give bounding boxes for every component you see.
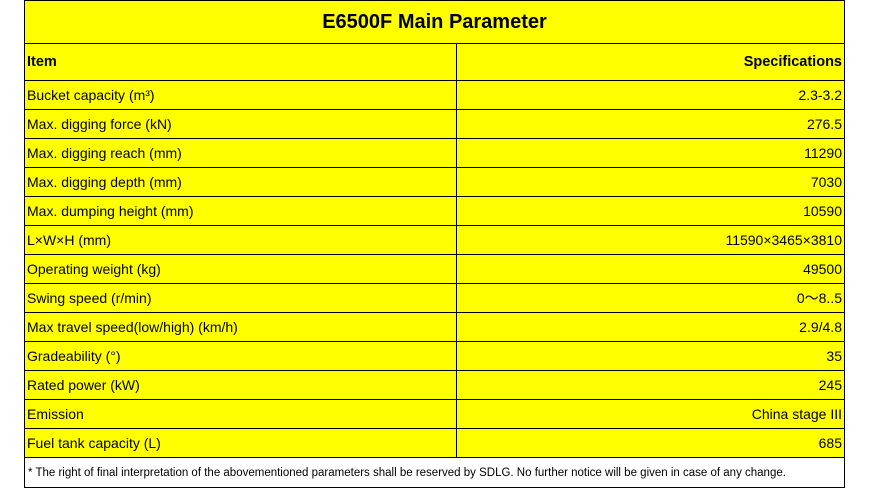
table-row: Rated power (kW) 245 <box>24 370 845 400</box>
table-row: Max. digging reach (mm) 11290 <box>24 138 845 168</box>
table-row: Fuel tank capacity (L) 685 <box>24 428 845 458</box>
value-cell: 245 <box>456 370 845 400</box>
item-cell: Max. digging force (kN) <box>24 109 457 139</box>
value-cell: 685 <box>456 428 845 458</box>
table-title: E6500F Main Parameter <box>24 0 845 44</box>
table-row: Max. digging depth (mm) 7030 <box>24 167 845 197</box>
item-cell: Gradeability (°) <box>24 341 457 371</box>
table-row: Operating weight (kg) 49500 <box>24 254 845 284</box>
table-row: Swing speed (r/min) 0～8..5 <box>24 283 845 313</box>
table-row: Max. dumping height (mm) 10590 <box>24 196 845 226</box>
value-cell: 2.3-3.2 <box>456 80 845 110</box>
value-cell: 7030 <box>456 167 845 197</box>
item-cell: Max. digging depth (mm) <box>24 167 457 197</box>
item-cell: Bucket capacity (m³) <box>24 80 457 110</box>
item-cell: Emission <box>24 399 457 429</box>
item-cell: Fuel tank capacity (L) <box>24 428 457 458</box>
header-specifications: Specifications <box>456 43 845 81</box>
value-cell: 276.5 <box>456 109 845 139</box>
table-row: Max. digging force (kN) 276.5 <box>24 109 845 139</box>
value-cell: 11590×3465×3810 <box>456 225 845 255</box>
footnote: * The right of final interpretation of t… <box>24 457 845 488</box>
value-cell: 35 <box>456 341 845 371</box>
footnote-row: * The right of final interpretation of t… <box>24 457 845 488</box>
value-cell: China stage III <box>456 399 845 429</box>
item-cell: Max. digging reach (mm) <box>24 138 457 168</box>
value-cell: 11290 <box>456 138 845 168</box>
table-row: Emission China stage III <box>24 399 845 429</box>
value-cell: 0～8..5 <box>456 283 845 313</box>
item-cell: Swing speed (r/min) <box>24 283 457 313</box>
table-row: Max travel speed(low/high) (km/h) 2.9/4.8 <box>24 312 845 342</box>
title-row: E6500F Main Parameter <box>24 0 845 44</box>
item-cell: Rated power (kW) <box>24 370 457 400</box>
item-cell: Max. dumping height (mm) <box>24 196 457 226</box>
table-row: Gradeability (°) 35 <box>24 341 845 371</box>
value-cell: 10590 <box>456 196 845 226</box>
header-row: Item Specifications <box>24 43 845 81</box>
value-cell: 49500 <box>456 254 845 284</box>
parameter-table: E6500F Main Parameter Item Specification… <box>24 0 845 488</box>
item-cell: Operating weight (kg) <box>24 254 457 284</box>
value-cell: 2.9/4.8 <box>456 312 845 342</box>
header-item: Item <box>24 43 457 81</box>
item-cell: Max travel speed(low/high) (km/h) <box>24 312 457 342</box>
table-row: L×W×H (mm) 11590×3465×3810 <box>24 225 845 255</box>
item-cell: L×W×H (mm) <box>24 225 457 255</box>
table-row: Bucket capacity (m³) 2.3-3.2 <box>24 80 845 110</box>
